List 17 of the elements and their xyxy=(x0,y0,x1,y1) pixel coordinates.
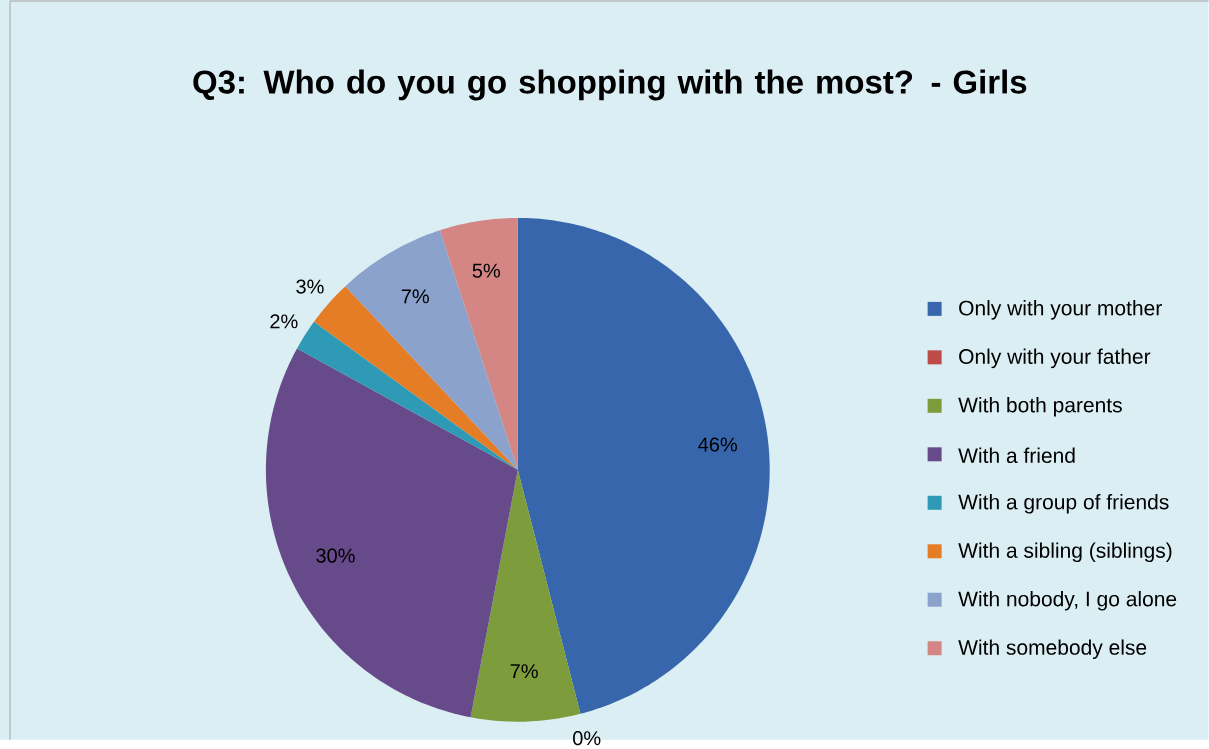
legend-label: With somebody else xyxy=(958,639,1147,660)
legend-label: Only with your father xyxy=(959,348,1151,369)
data-label: 46% xyxy=(698,437,737,452)
legend-label: With both parents xyxy=(958,397,1122,417)
data-label: 2% xyxy=(270,314,298,329)
chart-title: Q3: Who do you go shopping with the most? - Girls xyxy=(193,69,1027,101)
data-label: 30% xyxy=(316,548,355,563)
data-label: 3% xyxy=(296,279,324,294)
data-label: 5% xyxy=(472,263,500,278)
legend-label: Only with your mother xyxy=(959,300,1162,320)
legend-label: With nobody, I go alone xyxy=(958,591,1177,611)
data-label: 7% xyxy=(510,664,538,679)
data-label: 7% xyxy=(401,289,429,304)
text: 0% xyxy=(573,731,601,746)
legend-label: With a friend xyxy=(958,447,1075,464)
legend-label: With a group of friends xyxy=(958,494,1169,514)
legend-label: With a sibling (siblings) xyxy=(958,542,1172,563)
